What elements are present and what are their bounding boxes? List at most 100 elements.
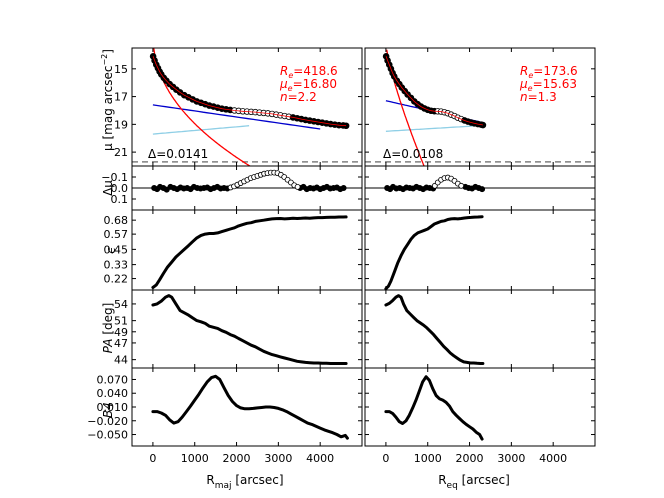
ylabel-mu-end: ] xyxy=(101,49,115,54)
annotation-right-re: Re=173.6 xyxy=(520,64,578,80)
annotation-left-delta: Δ=0.0141 xyxy=(148,147,208,161)
ytick-label-b4-0: −0.050 xyxy=(87,429,128,442)
ylabel-dmu: Δμ xyxy=(101,180,115,196)
ylabel-mu: μ [mag arcsec−2] xyxy=(100,49,115,151)
annotation-left-re-val: =418.6 xyxy=(293,64,337,78)
ytick-label-b4-2: 0.010 xyxy=(97,401,129,414)
ytick-label-dmu-0: −0.1 xyxy=(101,171,128,184)
ytick-label-dmu-2: 0.1 xyxy=(111,193,129,206)
panel-left-mu: 15 17 19 21 xyxy=(114,47,363,167)
annotation-right-mue-val: =15.63 xyxy=(533,77,577,91)
xlabel-right-sub: eq xyxy=(447,481,458,491)
ytick-label-eps-3: 0.57 xyxy=(104,228,129,241)
pa-line-right xyxy=(384,294,485,365)
panel-right-dmu xyxy=(364,165,596,211)
annotation-right-n-val: =1.3 xyxy=(528,90,557,104)
ytick-label-pa-3: 51 xyxy=(114,315,128,328)
ylabel-b4: B4 xyxy=(101,402,115,418)
xtick-label-left-3: 3000 xyxy=(264,452,292,465)
sersic-model-left xyxy=(153,48,252,166)
left-panel-column: 15 17 19 21 −0.10.00.1 0.220.33 0.45 0.570.68 44… xyxy=(87,47,363,465)
ytick-label-mu-0: 15 xyxy=(114,63,128,76)
xlabel-left-sub: maj xyxy=(215,481,232,491)
annotation-left-re: Re=418.6 xyxy=(280,64,338,80)
eps-line-left xyxy=(151,215,348,289)
eps-line-right xyxy=(384,215,484,290)
b4-line-right xyxy=(384,375,484,441)
plot-area-right-eps xyxy=(384,215,484,290)
xtick-label-left-2: 2000 xyxy=(223,452,251,465)
extra-component-right xyxy=(385,125,478,132)
ytick-label-pa-0: 44 xyxy=(114,354,128,367)
panel-right-b4: 0 1000 2000 3000 4000 xyxy=(364,367,596,465)
xlabel-right: Req [arcsec] xyxy=(438,473,510,491)
sersic-model-right xyxy=(386,49,425,166)
ytick-label-dmu-1: 0.0 xyxy=(111,182,129,195)
xtick-label-right-3: 3000 xyxy=(497,452,525,465)
ylabel-mu-base: μ [mag arcsec xyxy=(101,66,115,151)
annotation-right-delta-val: =0.0108 xyxy=(391,147,443,161)
right-panel-column: 0 1000 2000 3000 4000 xyxy=(364,47,596,465)
annotation-left-delta-sym: Δ xyxy=(148,147,157,161)
annotation-left-mue: μe=16.80 xyxy=(279,77,337,93)
residual-excess-point-right-8 xyxy=(458,182,465,189)
mu-tail-point-right-6 xyxy=(479,121,487,129)
b4-line-left xyxy=(151,374,349,440)
panel-left-dmu: −0.10.00.1 xyxy=(101,165,363,211)
annotation-right-mue-sub: e xyxy=(528,84,533,93)
xlabel-left-base: R xyxy=(206,473,214,487)
xtick-label-left-1: 1000 xyxy=(181,452,209,465)
plot-area-left-pa xyxy=(151,294,348,365)
xtick-label-left-4: 4000 xyxy=(306,452,334,465)
annotation-right-re-sub: e xyxy=(528,71,533,80)
plot-area-left-eps xyxy=(151,215,348,289)
annotation-right-mue-sym: μ xyxy=(519,77,528,91)
xlabel-left: Rmaj [arcsec] xyxy=(206,473,283,491)
annotation-right-n: n=1.3 xyxy=(520,90,557,104)
xtick-label-right-4: 4000 xyxy=(539,452,567,465)
total-model-right xyxy=(385,56,483,126)
xtick-label-right-1: 1000 xyxy=(414,452,442,465)
plot-area-right-mu xyxy=(365,49,595,166)
ylabel-pa-italic: PA xyxy=(101,338,115,353)
ytick-label-pa-1: 47 xyxy=(114,337,128,350)
annotation-left-mue-sym: μ xyxy=(279,77,288,91)
residual-excess-point-left-20 xyxy=(294,183,301,190)
ylabel-pa-unit: [deg] xyxy=(101,303,115,339)
residual-point-right-20 xyxy=(479,186,486,193)
ylabel-mu-sup: −2 xyxy=(100,54,109,66)
xlabel-right-base: R xyxy=(438,473,446,487)
annotation-right-delta-sym: Δ xyxy=(383,147,392,161)
pa-line-left xyxy=(151,294,348,365)
xlabel-left-unit: [arcsec] xyxy=(232,473,284,487)
ytick-label-pa-2: 49 xyxy=(114,326,128,339)
ytick-label-b4-3: 0.040 xyxy=(97,387,129,400)
plot-area-left-dmu xyxy=(132,169,362,193)
annotation-left-re-sym: R xyxy=(280,64,288,78)
xlabel-right-unit: [arcsec] xyxy=(458,473,510,487)
ytick-label-eps-0: 0.22 xyxy=(104,273,129,286)
ylabel-eps: ϵ xyxy=(104,246,118,253)
ylabel-pa: PA [deg] xyxy=(101,303,115,354)
xtick-label-right-0: 0 xyxy=(382,452,389,465)
ytick-label-mu-1: 17 xyxy=(114,91,128,104)
annotation-left-re-sub: e xyxy=(288,71,293,80)
plot-area-right-dmu xyxy=(365,174,595,193)
annotation-right-re-val: =173.6 xyxy=(533,64,577,78)
annotation-left-mue-sub: e xyxy=(288,84,293,93)
ytick-label-eps-4: 0.68 xyxy=(104,214,129,227)
xtick-label-left-0: 0 xyxy=(149,452,156,465)
ytick-label-mu-3: 21 xyxy=(114,146,128,159)
annotation-left-delta-val: =0.0141 xyxy=(156,147,208,161)
ytick-label-b4-4: 0.070 xyxy=(97,373,129,386)
ytick-label-eps-1: 0.33 xyxy=(104,259,129,272)
plot-area-left-b4 xyxy=(151,374,349,440)
ytick-label-b4-1: −0.020 xyxy=(87,415,128,428)
xtick-label-right-2: 2000 xyxy=(456,452,484,465)
residual-point-left-36 xyxy=(340,185,347,191)
annotation-right-mue: μe=15.63 xyxy=(519,77,577,93)
ytick-label-pa-4: 54 xyxy=(114,298,128,311)
plot-area-right-pa xyxy=(384,294,485,365)
